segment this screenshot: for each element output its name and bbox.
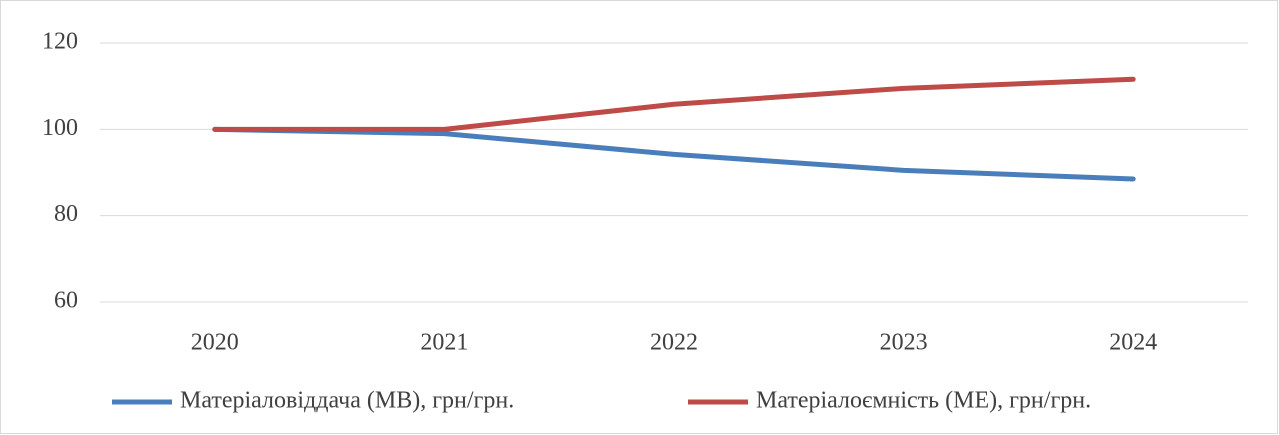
- legend-label: Матеріалоємність (МЕ), грн/грн.: [756, 388, 1091, 414]
- x-tick-label: 2020: [191, 330, 239, 356]
- y-tick-label: 80: [54, 201, 78, 227]
- x-tick-label: 2022: [650, 330, 698, 356]
- y-tick-label: 60: [54, 288, 78, 314]
- y-tick-label: 120: [42, 29, 78, 55]
- y-tick-label: 100: [42, 115, 78, 141]
- line-series: [212, 76, 1136, 132]
- legend-label: Матеріаловіддача (МВ), грн/грн.: [180, 388, 514, 414]
- line-series: [212, 126, 1136, 182]
- x-tick-label: 2021: [420, 330, 468, 356]
- x-tick-label: 2024: [1109, 330, 1157, 356]
- x-tick-label: 2023: [880, 330, 928, 356]
